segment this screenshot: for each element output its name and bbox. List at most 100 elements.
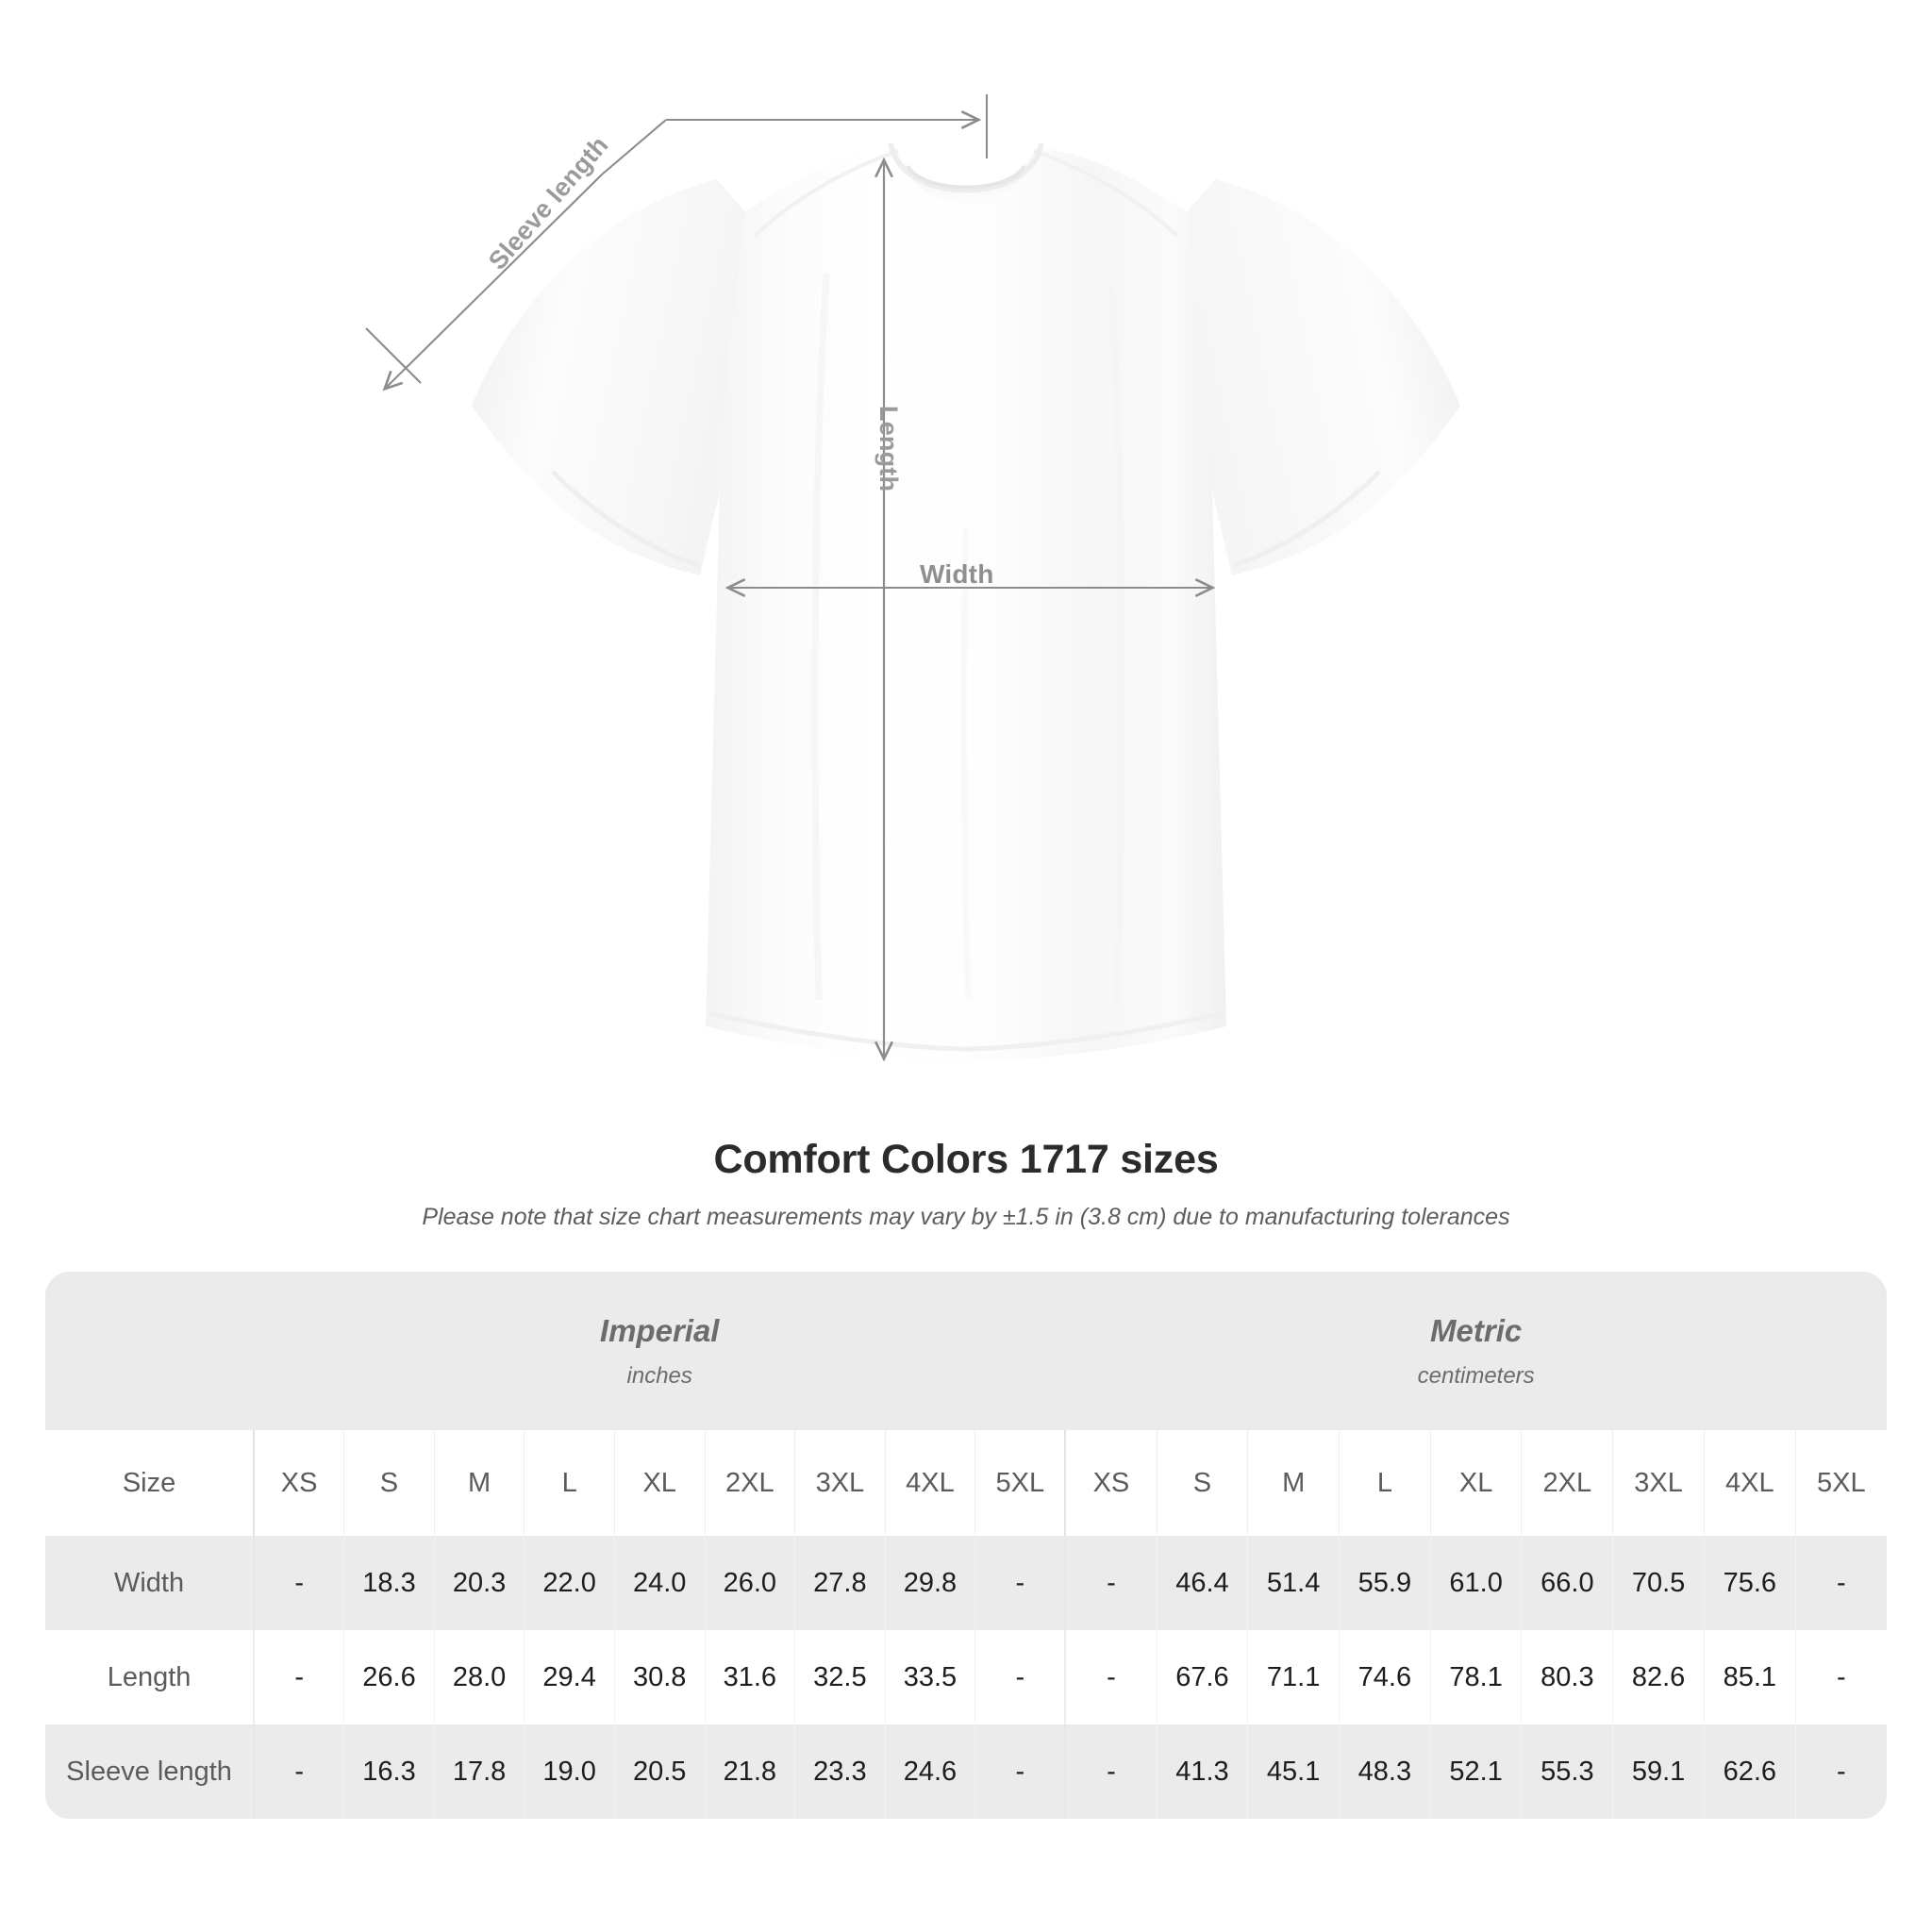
cell-sleeve-metric-m: 45.1 (1247, 1724, 1340, 1819)
cell-length-imperial-s: 26.6 (343, 1630, 435, 1724)
cell-width-metric-xl: 61.0 (1429, 1536, 1522, 1630)
unit-sub-imperial: inches (626, 1362, 692, 1389)
size-header-imperial-2xl: 2XL (704, 1430, 795, 1536)
tshirt-diagram-svg (365, 94, 1460, 1062)
size-header-row: Size XS S M L XL 2XL 3XL 4XL 5XL XS S M … (45, 1430, 1887, 1536)
unit-header-row: Imperial inches Metric centimeters (45, 1272, 1887, 1430)
cell-width-imperial-5xl: - (974, 1536, 1066, 1630)
cell-length-imperial-l: 29.4 (524, 1630, 615, 1724)
unit-sub-metric: centimeters (1417, 1362, 1535, 1389)
cell-sleeve-metric-xl: 52.1 (1429, 1724, 1522, 1819)
row-label-length: Length (45, 1630, 255, 1724)
cell-length-metric-m: 71.1 (1247, 1630, 1340, 1724)
size-header-metric-3xl: 3XL (1612, 1430, 1705, 1536)
size-header-imperial-5xl: 5XL (974, 1430, 1066, 1536)
size-table-container: Imperial inches Metric centimeters Size (45, 1272, 1887, 1819)
cell-length-imperial-m: 28.0 (433, 1630, 525, 1724)
tshirt-illustration: Sleeve length Length Width (365, 94, 1460, 1062)
cell-sleeve-imperial-l: 19.0 (524, 1724, 615, 1819)
cell-sleeve-imperial-xs: - (253, 1724, 344, 1819)
size-header-label: Size (45, 1430, 255, 1536)
cell-width-imperial-m: 20.3 (433, 1536, 525, 1630)
size-header-imperial-s: S (343, 1430, 435, 1536)
cell-length-imperial-4xl: 33.5 (884, 1630, 975, 1724)
cell-sleeve-imperial-2xl: 21.8 (704, 1724, 795, 1819)
page-title: Comfort Colors 1717 sizes (713, 1137, 1219, 1182)
size-header-imperial-4xl: 4XL (884, 1430, 975, 1536)
length-dimension-label: Length (874, 406, 903, 492)
cell-width-imperial-l: 22.0 (524, 1536, 615, 1630)
size-header-metric-m: M (1247, 1430, 1340, 1536)
measurement-lines (365, 94, 1212, 1058)
cell-sleeve-imperial-4xl: 24.6 (884, 1724, 975, 1819)
size-header-metric-5xl: 5XL (1794, 1430, 1887, 1536)
cell-width-metric-3xl: 70.5 (1612, 1536, 1705, 1630)
size-header-metric-4xl: 4XL (1703, 1430, 1796, 1536)
unit-name-metric: Metric (1430, 1313, 1523, 1349)
cell-width-metric-xs: - (1064, 1536, 1158, 1630)
row-label-width: Width (45, 1536, 255, 1630)
size-header-metric-2xl: 2XL (1521, 1430, 1613, 1536)
cell-sleeve-imperial-s: 16.3 (343, 1724, 435, 1819)
cell-sleeve-metric-s: 41.3 (1156, 1724, 1248, 1819)
unit-row-spacer (45, 1272, 255, 1430)
cell-sleeve-imperial-m: 17.8 (433, 1724, 525, 1819)
cell-length-metric-l: 74.6 (1339, 1630, 1431, 1724)
cell-sleeve-metric-xs: - (1064, 1724, 1158, 1819)
cell-sleeve-metric-4xl: 62.6 (1703, 1724, 1796, 1819)
cell-width-metric-m: 51.4 (1247, 1536, 1340, 1630)
cell-width-imperial-xl: 24.0 (613, 1536, 705, 1630)
size-header-metric-s: S (1156, 1430, 1248, 1536)
width-dimension-label: Width (920, 559, 994, 589)
chart-title-block: Comfort Colors 1717 sizes Please note th… (0, 1137, 1932, 1231)
cell-sleeve-metric-5xl: - (1794, 1724, 1887, 1819)
cell-sleeve-imperial-3xl: 23.3 (794, 1724, 886, 1819)
sleeve-tick-bottom (365, 327, 422, 384)
cell-width-metric-2xl: 66.0 (1521, 1536, 1613, 1630)
size-header-imperial-l: L (524, 1430, 615, 1536)
size-header-imperial-xl: XL (613, 1430, 705, 1536)
cell-length-metric-5xl: - (1794, 1630, 1887, 1724)
size-table: Imperial inches Metric centimeters Size (45, 1272, 1887, 1819)
size-header-imperial-m: M (433, 1430, 525, 1536)
cell-length-metric-s: 67.6 (1156, 1630, 1248, 1724)
cell-length-imperial-3xl: 32.5 (794, 1630, 886, 1724)
cell-width-imperial-s: 18.3 (343, 1536, 435, 1630)
row-label-sleeve-length: Sleeve length (45, 1724, 255, 1819)
cell-width-imperial-2xl: 26.0 (704, 1536, 795, 1630)
cell-length-metric-4xl: 85.1 (1703, 1630, 1796, 1724)
size-header-metric-xs: XS (1064, 1430, 1158, 1536)
cell-length-metric-3xl: 82.6 (1612, 1630, 1705, 1724)
cell-length-metric-2xl: 80.3 (1521, 1630, 1613, 1724)
size-header-metric-xl: XL (1429, 1430, 1522, 1536)
cell-width-imperial-xs: - (253, 1536, 344, 1630)
table-row: Width - 18.3 20.3 22.0 24.0 26.0 27.8 29… (45, 1536, 1887, 1630)
cell-width-metric-s: 46.4 (1156, 1536, 1248, 1630)
cell-length-imperial-2xl: 31.6 (704, 1630, 795, 1724)
table-row: Length - 26.6 28.0 29.4 30.8 31.6 32.5 3… (45, 1630, 1887, 1724)
sleeve-diagonal (385, 119, 667, 389)
cell-sleeve-imperial-5xl: - (974, 1724, 1066, 1819)
cell-sleeve-metric-2xl: 55.3 (1521, 1724, 1613, 1819)
tshirt-body-shape (472, 142, 1460, 1062)
cell-length-imperial-xl: 30.8 (613, 1630, 705, 1724)
size-header-imperial-3xl: 3XL (794, 1430, 886, 1536)
cell-length-metric-xl: 78.1 (1429, 1630, 1522, 1724)
table-row: Sleeve length - 16.3 17.8 19.0 20.5 21.8… (45, 1724, 1887, 1819)
unit-group-metric: Metric centimeters (1065, 1272, 1887, 1430)
cell-width-metric-l: 55.9 (1339, 1536, 1431, 1630)
cell-sleeve-metric-l: 48.3 (1339, 1724, 1431, 1819)
unit-name-imperial: Imperial (599, 1313, 720, 1349)
cell-width-imperial-4xl: 29.8 (884, 1536, 975, 1630)
cell-width-imperial-3xl: 27.8 (794, 1536, 886, 1630)
cell-width-metric-5xl: - (1794, 1536, 1887, 1630)
cell-length-metric-xs: - (1064, 1630, 1158, 1724)
size-header-imperial-xs: XS (253, 1430, 344, 1536)
tolerance-note: Please note that size chart measurements… (422, 1204, 1510, 1230)
size-header-metric-l: L (1339, 1430, 1431, 1536)
cell-sleeve-metric-3xl: 59.1 (1612, 1724, 1705, 1819)
cell-sleeve-imperial-xl: 20.5 (613, 1724, 705, 1819)
unit-group-imperial: Imperial inches (254, 1272, 1066, 1430)
cell-length-imperial-xs: - (253, 1630, 344, 1724)
